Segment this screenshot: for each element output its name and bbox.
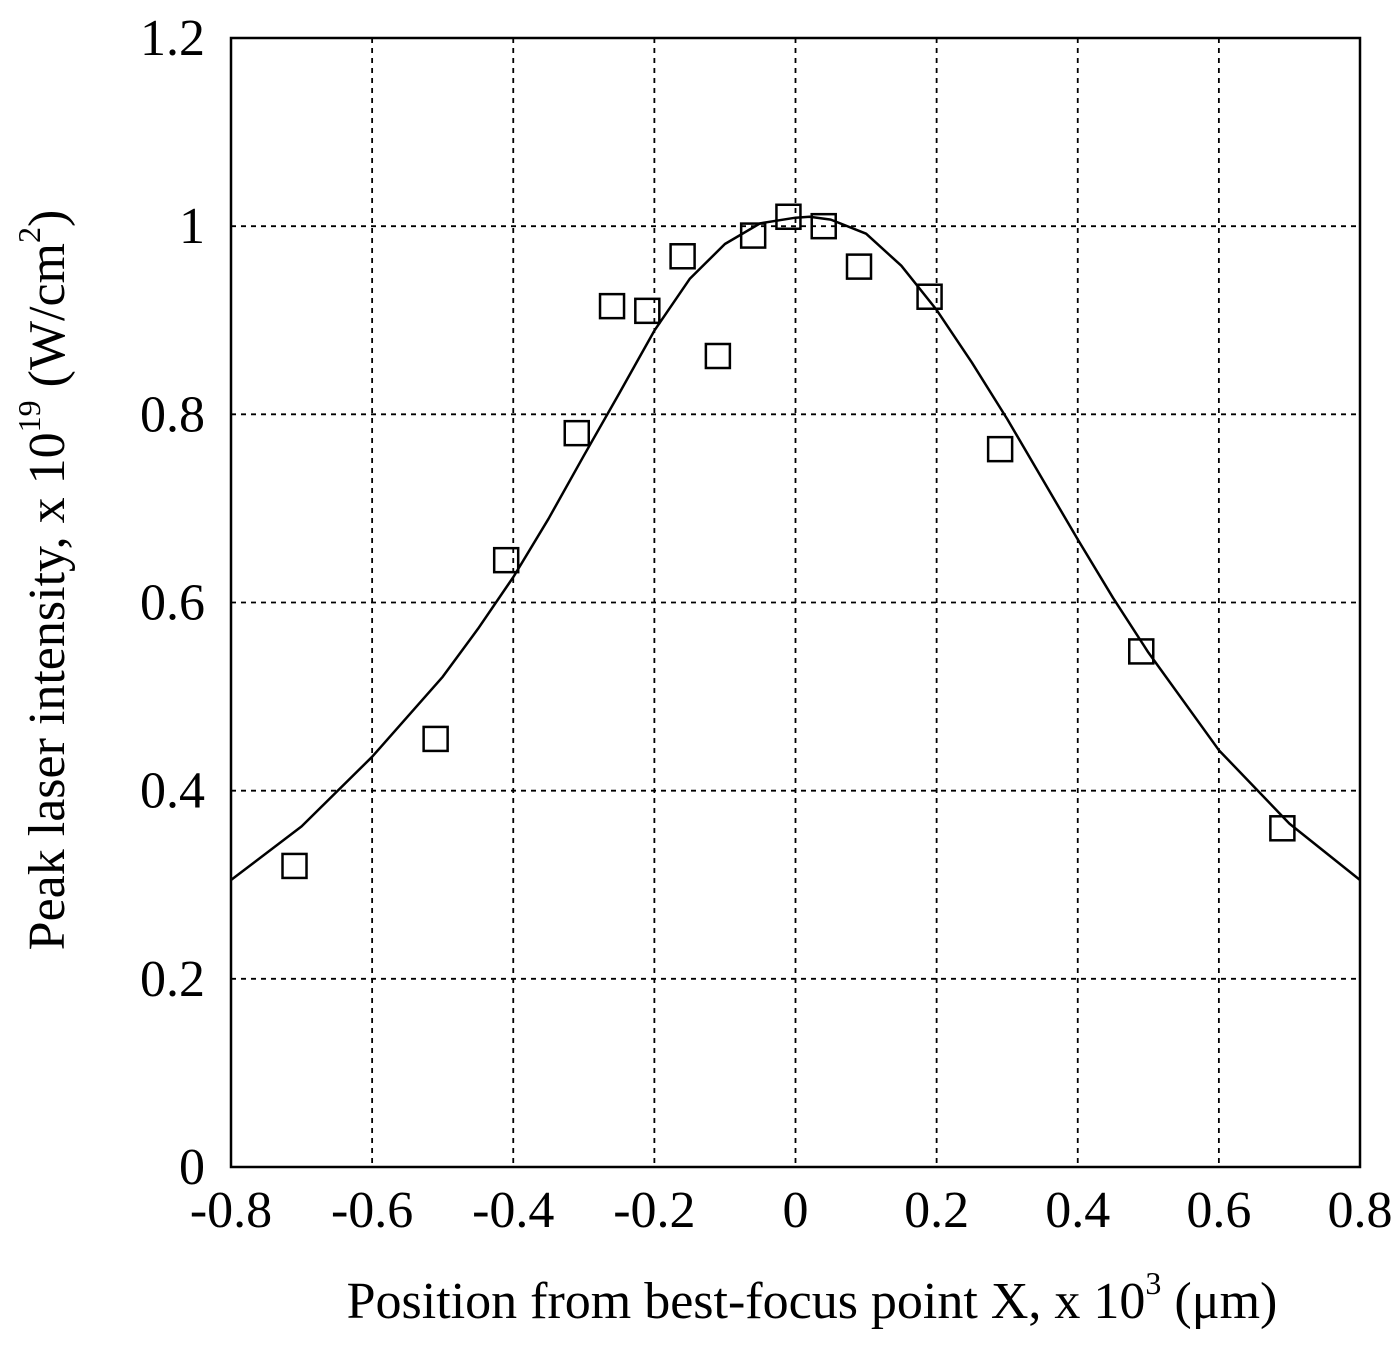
data-point xyxy=(669,243,696,270)
x-axis-title: Position from best-focus point X, x 103 … xyxy=(347,1265,1278,1330)
data-point xyxy=(916,283,943,310)
data-point xyxy=(563,419,591,447)
data-point xyxy=(422,725,449,753)
y-axis-title: Peak laser intensity, x 1019 (W/cm2) xyxy=(11,210,76,951)
y-tick-label: 0.4 xyxy=(140,763,205,820)
data-points-layer xyxy=(281,203,1296,880)
data-point xyxy=(810,212,837,240)
x-tick-label: 0.2 xyxy=(904,1182,969,1239)
y-tick-label: 0.2 xyxy=(140,951,205,1008)
y-tick-labels: 0 0.2 0.4 0.6 0.8 1 1.2 xyxy=(140,10,205,1196)
x-tick-label: -0.6 xyxy=(331,1182,413,1239)
data-point xyxy=(281,852,308,880)
data-point xyxy=(1269,815,1296,842)
plot-frame xyxy=(229,36,1362,1169)
x-tick-label: 0.8 xyxy=(1328,1182,1393,1239)
y-tick-label: 0.6 xyxy=(140,575,205,632)
x-tick-label: 0.4 xyxy=(1045,1182,1110,1239)
data-point xyxy=(986,435,1014,463)
x-tick-label: 0 xyxy=(783,1182,809,1239)
data-point xyxy=(634,297,661,325)
x-tick-label: -0.2 xyxy=(613,1182,695,1239)
y-tick-label: 0.8 xyxy=(140,386,205,443)
x-tick-label: -0.8 xyxy=(190,1182,272,1239)
data-point xyxy=(492,546,520,574)
y-tick-label: 1 xyxy=(179,198,205,255)
fit-curve-layer xyxy=(230,215,1361,881)
data-point xyxy=(845,253,873,280)
data-point xyxy=(1128,638,1155,665)
grid-lines xyxy=(231,38,1360,1167)
x-tick-labels: -0.8 -0.6 -0.4 -0.2 0 0.2 0.4 0.6 0.8 xyxy=(190,1182,1393,1239)
fit-curve xyxy=(230,215,1361,881)
data-point xyxy=(739,222,767,249)
y-tick-label: 1.2 xyxy=(140,10,205,67)
data-point xyxy=(775,203,802,231)
x-tick-label: 0.6 xyxy=(1186,1182,1251,1239)
data-point xyxy=(704,342,732,370)
data-point xyxy=(598,292,626,320)
y-tick-label: 0 xyxy=(179,1139,205,1196)
x-tick-label: -0.4 xyxy=(472,1182,554,1239)
